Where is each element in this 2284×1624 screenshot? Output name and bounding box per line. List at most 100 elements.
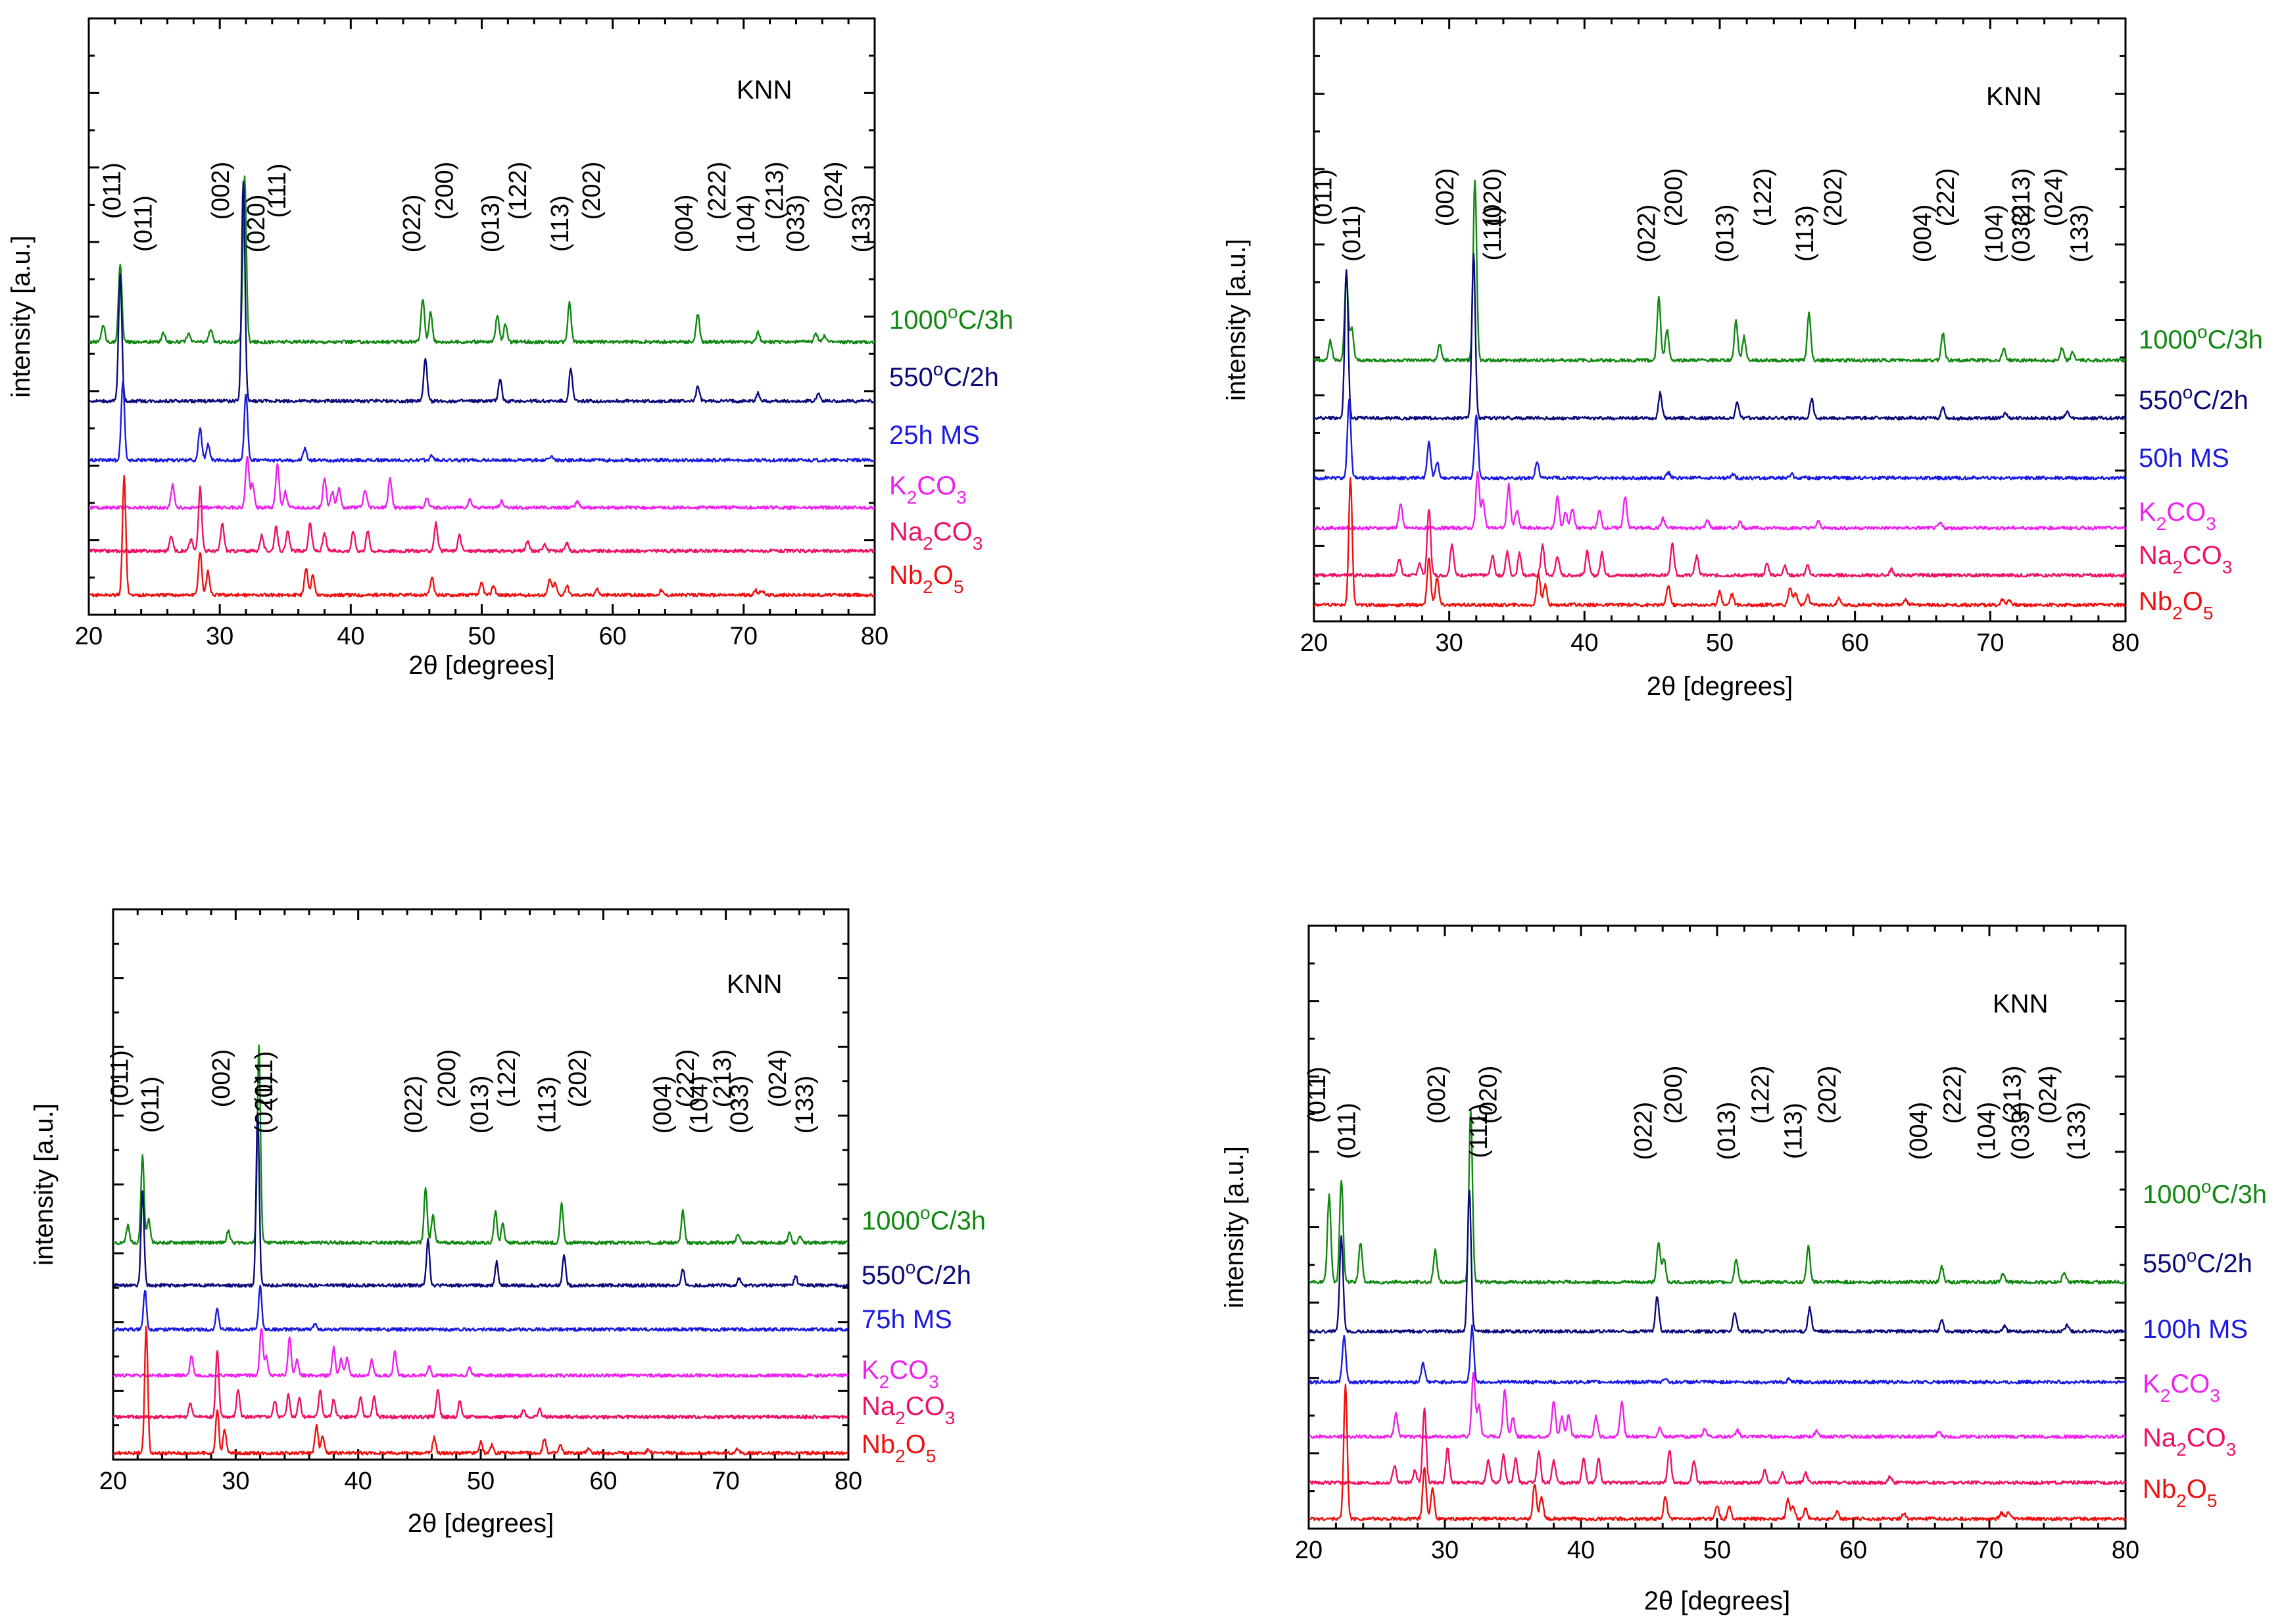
peak-annotation: (011) — [1338, 205, 1366, 262]
peak-annotation: (222) — [1932, 168, 1960, 227]
series-line-nb2o5 — [1314, 477, 2126, 608]
chart-panel-bottom-left: 20 30 40 50 60 70 80 2θ [degrees] intensity [a.u… — [30, 908, 986, 1538]
series-label: Na2CO3 — [2139, 541, 2232, 577]
peak-annotation: (133) — [2063, 1102, 2091, 1160]
x-tick-label: 40 — [1567, 1537, 1595, 1564]
series-label: 1000oC/3h — [2139, 322, 2263, 354]
peak-annotation: (222) — [672, 1049, 700, 1108]
x-axis-label: 2θ [degrees] — [408, 651, 554, 680]
series-label: 100h MS — [2143, 1315, 2248, 1344]
y-axis-label: intensity [a.u.] — [30, 1103, 59, 1266]
peak-annotation: (202) — [1814, 1066, 1841, 1124]
peak-annotation: (033) — [726, 1076, 754, 1134]
series-line-1000-c-3h — [113, 1044, 848, 1245]
peak-annotation: (020) — [251, 1076, 278, 1134]
series-line-k2co3 — [1309, 1372, 2126, 1439]
peak-annotation: (013) — [466, 1076, 494, 1134]
x-tick-label: 40 — [337, 623, 364, 650]
peak-annotation: (133) — [848, 195, 875, 253]
series-label: 550oC/2h — [889, 359, 999, 392]
peak-annotation: (013) — [1712, 204, 1739, 263]
peak-annotation: (011) — [1333, 1103, 1361, 1159]
peak-annotation: (024) — [820, 162, 848, 220]
series-label: 550oC/2h — [862, 1257, 971, 1290]
peak-annotation: (004) — [671, 195, 698, 253]
peak-annotation: (002) — [208, 1049, 235, 1108]
peak-annotation: (013) — [1713, 1102, 1741, 1160]
peak-annotation: (011) — [130, 195, 158, 252]
series-label: K2CO3 — [2143, 1370, 2220, 1406]
x-tick-label: 30 — [1431, 1537, 1459, 1564]
chart-panel-bottom-right: 20 30 40 50 60 70 80 2θ [degrees] intensity [a.u… — [1220, 924, 2267, 1615]
peak-annotation: (202) — [1820, 168, 1847, 227]
peak-annotation: (011) — [106, 1050, 134, 1107]
peak-annotation: (002) — [1432, 168, 1459, 227]
series-line-nb2o5 — [89, 475, 875, 598]
series-line-k2co3 — [113, 1327, 848, 1378]
peak-annotation: (022) — [1633, 204, 1661, 263]
peak-annotation: (202) — [578, 162, 606, 220]
x-axis-label: 2θ [degrees] — [1644, 1587, 1790, 1615]
x-tick-label: 80 — [2112, 1537, 2139, 1564]
series-line-100h-ms — [1309, 1324, 2126, 1385]
peak-annotation: (104) — [686, 1076, 714, 1134]
x-tick-label: 80 — [2112, 629, 2139, 657]
y-axis-label: intensity [a.u.] — [1220, 1146, 1249, 1308]
x-tick-label: 60 — [589, 1468, 617, 1495]
x-tick-label: 80 — [835, 1468, 862, 1495]
x-tick-label: 20 — [1300, 629, 1328, 657]
x-tick-label: 70 — [1976, 629, 2004, 657]
peak-annotation: (002) — [1423, 1066, 1451, 1124]
x-tick-label: 70 — [730, 623, 758, 650]
peak-annotation: (020) — [1479, 168, 1507, 227]
peak-annotation: (213) — [2008, 168, 2035, 227]
series-line-nb2o5 — [1309, 1383, 2126, 1521]
peak-annotation: (122) — [1749, 168, 1777, 227]
peak-annotation: (122) — [504, 162, 532, 220]
peak-annotation: (213) — [709, 1049, 737, 1108]
peak-annotation: (104) — [1981, 204, 2008, 263]
peak-annotation: (111) — [264, 163, 291, 218]
peak-annotation: (002) — [207, 162, 235, 220]
x-tick-label: 70 — [712, 1468, 740, 1495]
peak-annotation: (200) — [431, 162, 459, 220]
x-tick-label: 50 — [1703, 1537, 1731, 1564]
series-line-k2co3 — [1314, 471, 2126, 531]
peak-annotation: (004) — [1909, 204, 1937, 263]
peak-annotation: (222) — [1939, 1066, 1967, 1124]
peak-annotation: (104) — [733, 195, 760, 253]
series-line-550-c-2h — [113, 1112, 848, 1288]
peak-annotation: (011) — [137, 1076, 164, 1133]
peak-annotation: (133) — [791, 1076, 819, 1134]
series-label: 550oC/2h — [2139, 382, 2248, 415]
x-tick-label: 20 — [1295, 1537, 1323, 1564]
x-tick-label: 60 — [1839, 1537, 1867, 1564]
peak-annotation: (004) — [1905, 1102, 1933, 1160]
peak-annotation: (113) — [534, 1076, 562, 1133]
chart-title: KNN — [1993, 990, 2048, 1018]
series-line-50h-ms — [1314, 398, 2126, 481]
x-tick-label: 20 — [75, 623, 103, 650]
x-tick-label: 30 — [222, 1468, 249, 1495]
peak-annotation: (111) — [251, 1051, 278, 1105]
peak-annotation: (213) — [1999, 1066, 2027, 1124]
peak-annotation: (111) — [1479, 206, 1507, 260]
series-line-na2co3 — [1309, 1407, 2126, 1485]
peak-annotation: (104) — [1973, 1102, 2001, 1160]
peak-annotation: (122) — [1747, 1066, 1775, 1124]
series-line-na2co3 — [113, 1350, 848, 1420]
chart-title: KNN — [1986, 82, 2041, 111]
series-label: 1000oC/3h — [889, 302, 1013, 335]
series-label: Nb2O5 — [889, 561, 963, 597]
x-tick-label: 80 — [861, 623, 888, 650]
x-tick-label: 70 — [1976, 1537, 2003, 1564]
peak-annotation: (033) — [782, 195, 810, 253]
series-line-na2co3 — [1314, 508, 2126, 578]
x-tick-label: 30 — [1436, 629, 1463, 657]
peak-annotation: (022) — [1630, 1102, 1658, 1160]
peak-annotation: (013) — [477, 195, 504, 253]
peak-annotation: (011) — [99, 162, 126, 219]
chart-title: KNN — [727, 970, 782, 999]
series-label: Nb2O5 — [2143, 1475, 2217, 1511]
peak-annotation: (024) — [2040, 168, 2068, 227]
